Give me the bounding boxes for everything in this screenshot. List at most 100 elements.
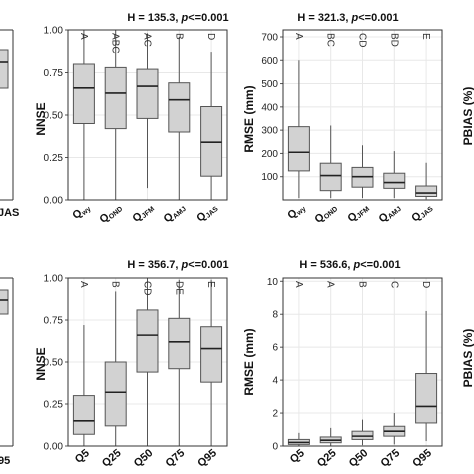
y-axis-label: RMSE (mm): [242, 85, 256, 152]
iqr-box: [168, 317, 191, 370]
panel-title: H = 356.7, p<=0.001: [127, 259, 228, 271]
y-tick-label: 1.00: [44, 274, 64, 285]
iqr-box: [415, 373, 438, 424]
y-tick-label: 1.00: [44, 26, 64, 37]
y-tick-label: 500: [261, 79, 278, 90]
x-tick-label: Q50: [132, 447, 156, 470]
y-tick-label: 200: [261, 149, 278, 160]
significance-letter: ABC: [110, 33, 121, 54]
boxplot-panel-rmse-quantile: H = 536.6, p<=0.001 RMSE (mm) 0 2 4 6 8 10 A Q5…: [242, 259, 443, 470]
x-tick-label: QOND: [97, 201, 124, 226]
x-tick-label: Q75: [164, 447, 188, 470]
x-tick-label: Q50: [347, 447, 371, 470]
significance-letter: A: [78, 33, 89, 40]
y-axis-label: NNSE: [34, 347, 48, 380]
iqr-box: [72, 63, 95, 124]
x-tick-label: QJFM: [345, 201, 371, 226]
box-3: [383, 151, 406, 199]
y-tick-label: 0: [272, 442, 278, 453]
box-3: [168, 36, 191, 200]
box-1: [104, 291, 127, 446]
y-tick-label: 2: [272, 409, 278, 420]
significance-letter: DE: [173, 281, 184, 295]
significance-letter: CD: [142, 281, 153, 295]
significance-letter: A: [78, 281, 89, 288]
box-3: [168, 279, 191, 446]
box-0: [72, 325, 95, 446]
x-tick-label: QJFM: [130, 201, 156, 226]
box-0: [287, 432, 310, 446]
significance-letter: E: [420, 33, 431, 40]
y-tick-label: 300: [261, 126, 278, 137]
x-tick-label: Q75: [379, 447, 403, 470]
x-tick-label: Q25: [100, 447, 124, 470]
x-tick-label: Q5: [73, 447, 92, 466]
panel-title: H = 321.3, p<=0.001: [297, 12, 398, 24]
panel-title: H = 536.6, p<=0.001: [299, 259, 400, 271]
y-tick-label: 4: [272, 376, 278, 387]
plot-frame: [282, 29, 443, 201]
x-tick-label: Q5: [288, 447, 307, 466]
box-4: [200, 52, 223, 200]
significance-letter: A: [293, 281, 304, 288]
box-4: [415, 162, 438, 200]
iqr-box: [383, 172, 406, 189]
right-axis-label-top: PBIAS (%): [461, 87, 474, 146]
iqr-box: [168, 82, 191, 133]
box-4: [415, 310, 438, 442]
y-tick-label: 100: [261, 172, 278, 183]
y-tick-label: 0.25: [44, 153, 64, 164]
svg-text:95: 95: [0, 455, 10, 467]
box-4: [200, 279, 223, 446]
box-2: [351, 419, 374, 446]
y-tick-label: 400: [261, 102, 278, 113]
box-2: [136, 278, 159, 446]
box-1: [319, 427, 342, 446]
box-0: [287, 60, 310, 199]
y-tick-label: 10: [267, 277, 279, 288]
box-1: [319, 125, 342, 199]
y-tick-label: 0.50: [44, 358, 64, 369]
x-tick-label: Q25: [315, 447, 339, 470]
box-1: [104, 30, 127, 200]
cropped-left-panel-bottom: 95: [0, 277, 14, 467]
y-tick-label: 0.25: [44, 400, 64, 411]
iqr-box: [136, 309, 159, 373]
y-axis-label: RMSE (mm): [242, 328, 256, 395]
plot-frame: [67, 277, 228, 447]
significance-letter: C: [388, 281, 399, 288]
x-tick-label: Qwy: [285, 201, 307, 223]
iqr-box: [200, 106, 223, 177]
iqr-box: [319, 162, 342, 192]
y-tick-label: 0.00: [44, 196, 64, 207]
x-tick-label: QAMJ: [377, 201, 403, 226]
box-0: [72, 30, 95, 200]
boxplot-panel-nnse-quantile: H = 356.7, p<=0.001 NNSE 0.00 0.25 0.50 0.7…: [34, 259, 229, 470]
significance-letter: D: [205, 33, 216, 40]
panel-title: H = 135.3, p<=0.001: [127, 12, 228, 24]
y-axis-label: NNSE: [34, 102, 48, 135]
significance-letter: E: [205, 281, 216, 288]
plot-frame: [282, 277, 443, 447]
iqr-box: [415, 185, 438, 198]
significance-letter: A: [293, 33, 304, 40]
iqr-box: [104, 361, 127, 427]
x-tick-label: QOND: [312, 201, 339, 226]
boxplot-panel-nnse-seasonal: H = 135.3, p<=0.001 NNSE 0.00 0.25 0.50 0.7…: [34, 12, 229, 226]
significance-letter: B: [357, 281, 368, 288]
x-tick-label: QJAS: [194, 201, 220, 225]
iqr-box: [200, 326, 223, 383]
y-tick-label: 600: [261, 56, 278, 67]
x-tick-label: Qwy: [70, 201, 92, 223]
boxplot-panel-rmse-seasonal: H = 321.3, p<=0.001 RMSE (mm) 100 200 300 4…: [242, 12, 443, 226]
y-tick-label: 0.00: [44, 442, 64, 453]
significance-letter: B: [110, 281, 121, 288]
y-tick-label: 0.75: [44, 316, 64, 327]
iqr-box: [351, 430, 374, 440]
x-tick-label: Q95: [410, 447, 434, 470]
significance-letter: A: [325, 281, 336, 288]
y-tick-label: 0.75: [44, 68, 64, 79]
box-2: [351, 145, 374, 199]
x-tick-label: QJAS: [409, 201, 435, 225]
